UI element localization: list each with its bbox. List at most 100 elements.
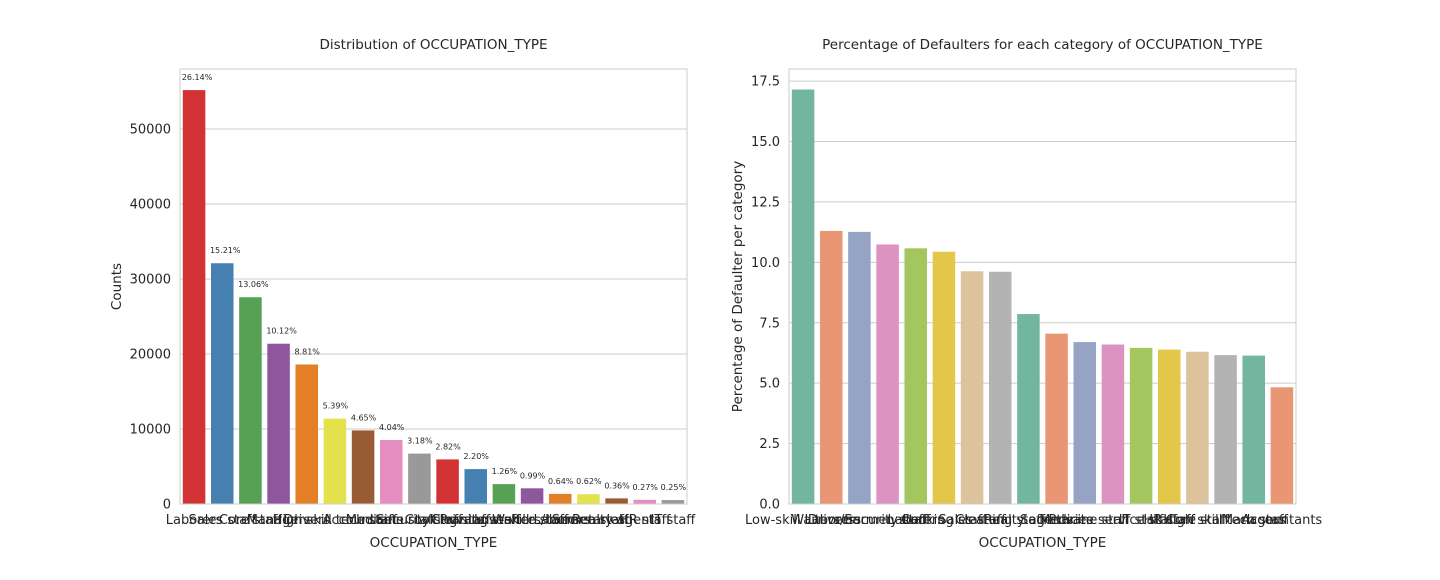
bar xyxy=(988,271,1012,504)
data-label: 0.36% xyxy=(604,481,630,490)
plot-frame xyxy=(788,68,1297,505)
bar xyxy=(876,244,899,504)
y-tick-label: 0.0 xyxy=(759,498,780,513)
bar xyxy=(1129,347,1153,504)
data-label: 5.39% xyxy=(323,402,349,411)
data-label: 26.14% xyxy=(182,73,213,82)
y-tick-label: 0 xyxy=(163,498,171,513)
bar xyxy=(605,498,628,504)
bar xyxy=(351,430,375,504)
x-tick-label: Managers xyxy=(1222,513,1286,528)
x-tick-label: Managers xyxy=(247,513,311,528)
bar xyxy=(182,90,206,504)
plot-frame xyxy=(179,68,688,505)
bar xyxy=(267,343,290,504)
bar xyxy=(548,493,572,504)
x-tick-label: Laborers xyxy=(887,513,944,528)
bar xyxy=(791,89,815,505)
x-tick-label: Security staff xyxy=(844,513,931,528)
chart-title: Percentage of Defaulters for each catego… xyxy=(822,37,1263,53)
bar xyxy=(1101,344,1125,504)
y-axis-label: Counts xyxy=(109,263,125,310)
y-tick-label: 12.5 xyxy=(751,195,780,210)
x-tick-label: Realty agents xyxy=(572,513,662,528)
y-tick-label: 15.0 xyxy=(751,135,780,150)
bar xyxy=(819,230,843,504)
x-tick-label: Private service staff xyxy=(439,513,569,528)
x-tick-label: Accountants xyxy=(323,513,404,528)
y-tick-label: 10.0 xyxy=(751,256,780,271)
x-tick-label: Waiters/barmen staff xyxy=(492,513,629,528)
data-label: 4.65% xyxy=(351,413,377,422)
x-axis-label: OCCUPATION_TYPE xyxy=(979,535,1107,551)
x-tick-label: Low-skill Laborers xyxy=(474,513,590,528)
bar xyxy=(1073,342,1097,504)
x-tick-label: IT staff xyxy=(1119,513,1165,528)
y-tick-label: 7.5 xyxy=(759,316,780,331)
data-label: 0.64% xyxy=(548,477,574,486)
x-tick-label: Drivers xyxy=(808,513,855,528)
x-tick-label: Accountants xyxy=(1242,513,1323,528)
plot-area xyxy=(179,68,688,505)
bar xyxy=(1186,351,1209,504)
x-tick-label: High skill tech staff xyxy=(273,513,399,528)
x-tick-label: Private service staff xyxy=(1048,513,1178,528)
x-axis-label: OCCUPATION_TYPE xyxy=(370,535,498,551)
x-tick-label: Core staff xyxy=(219,513,283,528)
data-label: 2.82% xyxy=(435,442,461,451)
data-label: 0.27% xyxy=(632,483,658,492)
bar xyxy=(492,484,516,504)
data-label: 0.62% xyxy=(576,477,602,486)
data-label: 1.26% xyxy=(492,467,518,476)
x-tick-label: Laborers xyxy=(166,513,223,528)
bar xyxy=(464,469,488,504)
x-tick-label: Sales staff xyxy=(938,513,1007,528)
x-tick-label: Drivers xyxy=(283,513,330,528)
x-tick-label: Cleaning staff xyxy=(431,513,522,528)
x-tick-label: Secretaries xyxy=(1020,513,1093,528)
bar xyxy=(1157,349,1181,504)
data-label: 2.20% xyxy=(463,452,489,461)
x-tick-label: Sales staff xyxy=(188,513,257,528)
x-tick-label: HR staff xyxy=(619,513,672,528)
x-tick-label: Realty agents xyxy=(984,513,1074,528)
bar xyxy=(295,364,319,504)
bar xyxy=(848,231,871,504)
x-tick-label: Cleaning staff xyxy=(955,513,1046,528)
data-label: 13.06% xyxy=(238,280,269,289)
y-axis-label: Percentage of Defaulter per category xyxy=(730,161,746,412)
x-tick-label: Low-skill Laborers xyxy=(745,513,861,528)
chart-2: 0.0 2.5 5.0 7.5 10.0 12.5 15.0 17.5 Low-skill La… xyxy=(730,37,1322,551)
x-tick-label: Medicine staff xyxy=(1039,513,1131,528)
x-tick-label: Secretaries xyxy=(552,513,625,528)
y-tick-label: 10000 xyxy=(130,423,171,438)
x-tick-label: IT staff xyxy=(651,513,697,528)
bar xyxy=(520,488,544,504)
y-tick-label: 30000 xyxy=(130,273,171,288)
x-tick-label: Cooking staff xyxy=(405,513,492,528)
y-tick-label: 2.5 xyxy=(759,437,780,452)
data-label: 0.99% xyxy=(520,471,546,480)
bar xyxy=(661,500,685,504)
bar xyxy=(932,251,956,504)
data-label: 4.04% xyxy=(379,423,405,432)
x-tick-label: High skill tech staff xyxy=(1163,513,1289,528)
bar xyxy=(633,499,657,504)
bar xyxy=(436,459,459,504)
x-tick-label: Medicine staff xyxy=(346,513,438,528)
x-tick-label: Waiters/barmen staff xyxy=(791,513,928,528)
bar xyxy=(960,271,984,504)
bar xyxy=(1214,355,1237,504)
y-tick-label: 17.5 xyxy=(751,75,780,90)
bar xyxy=(1017,314,1040,504)
bar xyxy=(323,418,347,504)
y-tick-label: 5.0 xyxy=(759,377,780,392)
data-label: 3.18% xyxy=(407,437,433,446)
y-tick-label: 50000 xyxy=(130,123,171,138)
y-tick-label: 20000 xyxy=(130,348,171,363)
bar xyxy=(239,297,262,504)
bar xyxy=(1270,387,1294,504)
bar xyxy=(210,263,234,504)
y-tick-label: 40000 xyxy=(130,198,171,213)
